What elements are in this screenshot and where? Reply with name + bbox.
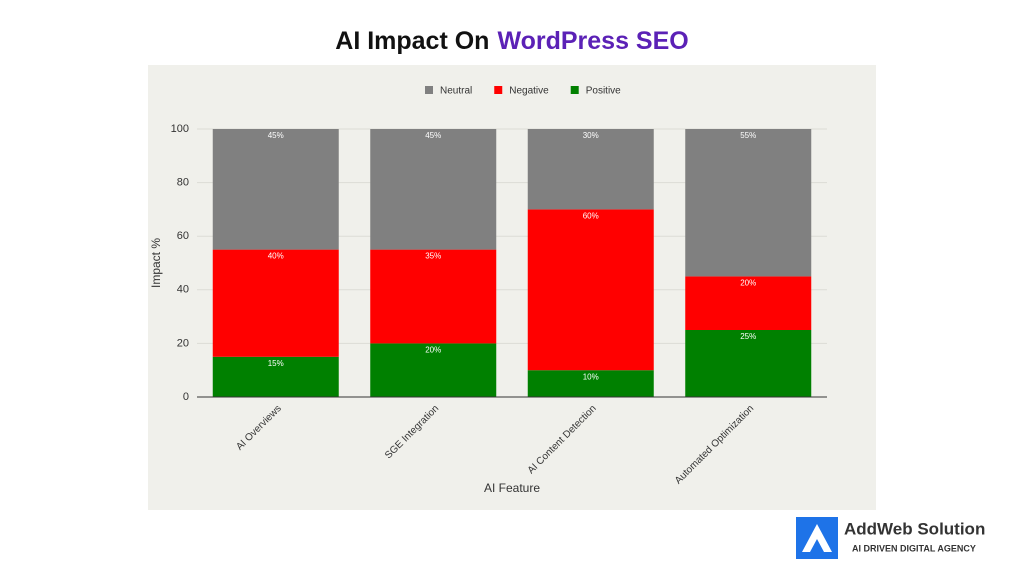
- bar-segment: [370, 343, 497, 397]
- bar-segment: [212, 356, 339, 397]
- bar-segment: [370, 129, 497, 250]
- data-label: 25%: [740, 332, 756, 341]
- data-label: 60%: [583, 212, 599, 221]
- bar-segment: [370, 249, 497, 344]
- y-tick-label: 60: [177, 230, 189, 242]
- legend-label: Negative: [509, 86, 549, 97]
- legend-swatch: [425, 86, 433, 94]
- data-label: 45%: [268, 131, 284, 140]
- bar-segment: [685, 276, 812, 330]
- bar-segment: [685, 129, 812, 277]
- bar-segment: [527, 129, 654, 210]
- data-label: 15%: [268, 359, 284, 368]
- data-label: 20%: [740, 279, 756, 288]
- y-axis-label: Impact %: [149, 238, 163, 288]
- legend-label: Neutral: [440, 86, 472, 97]
- legend-swatch: [494, 86, 503, 94]
- bar-segment: [527, 209, 654, 371]
- y-tick-label: 20: [177, 337, 189, 349]
- bar-segment: [685, 330, 812, 397]
- brand-tagline: AI DRIVEN DIGITAL AGENCY: [852, 543, 976, 553]
- data-label: 40%: [268, 252, 284, 261]
- y-tick-label: 100: [171, 123, 189, 135]
- data-label: 35%: [425, 252, 441, 261]
- legend-label: Positive: [586, 86, 621, 97]
- y-tick-label: 40: [177, 284, 189, 296]
- data-label: 45%: [425, 131, 441, 140]
- bar-segment: [212, 129, 339, 250]
- brand-name: AddWeb Solution: [844, 519, 985, 538]
- y-tick-label: 0: [183, 391, 189, 403]
- title-part: AI Impact On: [335, 27, 489, 55]
- bar-segment: [212, 249, 339, 357]
- bar-segment: [527, 370, 654, 397]
- title-part: WordPress SEO: [497, 27, 688, 55]
- data-label: 10%: [583, 372, 599, 381]
- y-tick-label: 80: [177, 177, 189, 189]
- brand-icon: [802, 524, 832, 552]
- data-label: 20%: [425, 346, 441, 355]
- chart-title: AI Impact On WordPress SEO: [335, 27, 688, 55]
- data-label: 30%: [583, 131, 599, 140]
- x-axis-label: AI Feature: [484, 481, 540, 495]
- legend-swatch: [570, 86, 579, 94]
- data-label: 55%: [740, 131, 756, 140]
